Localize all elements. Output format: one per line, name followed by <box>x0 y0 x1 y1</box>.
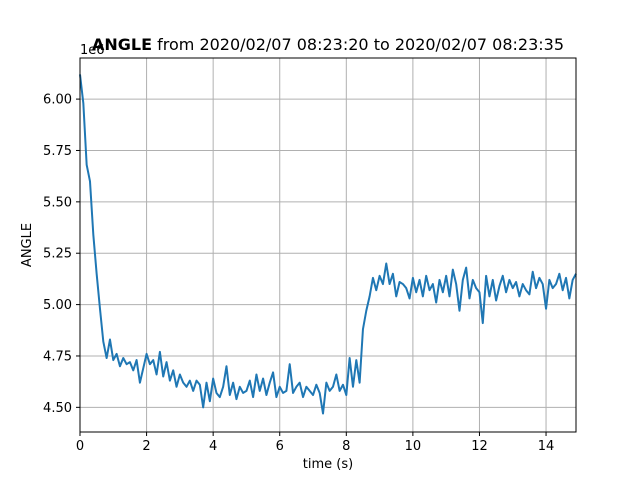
chart-title-bold: ANGLE <box>92 35 152 54</box>
y-tick-label: 5.25 <box>43 247 72 262</box>
x-tick-label: 6 <box>276 439 284 454</box>
y-tick-label: 5.00 <box>43 298 72 313</box>
x-axis-label: time (s) <box>303 457 353 472</box>
x-tick-label: 14 <box>538 439 555 454</box>
x-tick-label: 0 <box>76 439 84 454</box>
grid <box>79 58 576 432</box>
y-axis-label: ANGLE <box>20 223 35 267</box>
y-tick-label: 4.50 <box>43 401 72 416</box>
y-tick-label: 6.00 <box>43 93 72 108</box>
x-tick-label: 10 <box>405 439 422 454</box>
x-axis-ticks: 0 2 4 6 8 10 12 14 <box>76 432 554 454</box>
chart-title-rest: from 2020/02/07 08:23:20 to 2020/02/07 0… <box>152 35 564 54</box>
chart-title: ANGLE from 2020/02/07 08:23:20 to 2020/0… <box>92 35 564 54</box>
y-tick-label: 5.75 <box>43 144 72 159</box>
x-tick-label: 2 <box>142 439 150 454</box>
plot-frame <box>79 57 577 433</box>
series-group <box>79 74 577 415</box>
y-tick-label: 5.50 <box>43 195 72 210</box>
x-tick-label: 12 <box>471 439 488 454</box>
y-axis-ticks: 4.50 4.75 5.00 5.25 5.50 5.75 6.00 <box>43 93 80 416</box>
x-tick-label: 8 <box>342 439 350 454</box>
series-line-angle <box>79 74 577 415</box>
y-tick-label: 4.75 <box>43 349 72 364</box>
x-tick-label: 4 <box>209 439 217 454</box>
y-offset-label: 1e6 <box>80 43 105 58</box>
